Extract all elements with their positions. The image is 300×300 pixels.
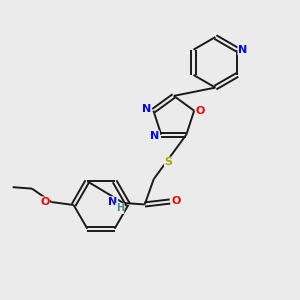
Text: N: N [142,104,152,114]
Text: O: O [196,106,206,116]
Text: N: N [150,131,159,141]
Text: O: O [172,196,181,206]
Text: N: N [108,197,118,207]
Text: H: H [116,203,124,213]
Text: S: S [164,157,172,167]
Text: O: O [40,197,50,207]
Text: N: N [238,45,247,55]
